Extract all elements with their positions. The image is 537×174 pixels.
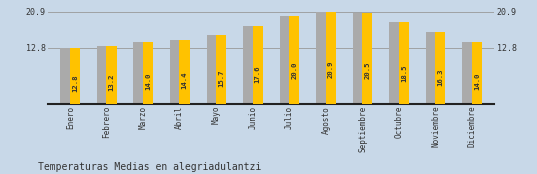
Text: 15.7: 15.7	[218, 69, 224, 87]
Text: Temperaturas Medias en alegriadulantzi: Temperaturas Medias en alegriadulantzi	[38, 162, 261, 172]
Bar	[252, 26, 263, 104]
Bar	[398, 22, 409, 104]
Text: 13.2: 13.2	[108, 73, 114, 91]
Bar	[207, 35, 217, 104]
Bar	[435, 32, 446, 104]
Bar	[170, 41, 180, 104]
Bar	[60, 48, 71, 104]
Text: 20.5: 20.5	[364, 61, 371, 78]
Text: 14.0: 14.0	[474, 72, 480, 90]
Bar	[143, 42, 153, 104]
Bar	[325, 12, 336, 104]
Bar	[179, 41, 190, 104]
Bar	[97, 46, 107, 104]
Text: 20.0: 20.0	[291, 62, 297, 79]
Bar	[216, 35, 226, 104]
Bar	[134, 42, 144, 104]
Bar	[353, 13, 363, 104]
Bar	[106, 46, 117, 104]
Text: 14.4: 14.4	[182, 71, 187, 89]
Text: 16.3: 16.3	[437, 68, 444, 86]
Text: 12.8: 12.8	[72, 74, 78, 92]
Bar	[472, 42, 482, 104]
Bar	[462, 42, 473, 104]
Bar	[362, 13, 372, 104]
Bar	[243, 26, 253, 104]
Text: 17.6: 17.6	[255, 66, 260, 84]
Bar	[280, 16, 290, 104]
Bar	[289, 16, 299, 104]
Bar	[389, 22, 400, 104]
Bar	[70, 48, 80, 104]
Bar	[316, 12, 326, 104]
Text: 18.5: 18.5	[401, 64, 407, 82]
Text: 20.9: 20.9	[328, 60, 333, 78]
Text: 14.0: 14.0	[145, 72, 151, 90]
Bar	[426, 32, 436, 104]
